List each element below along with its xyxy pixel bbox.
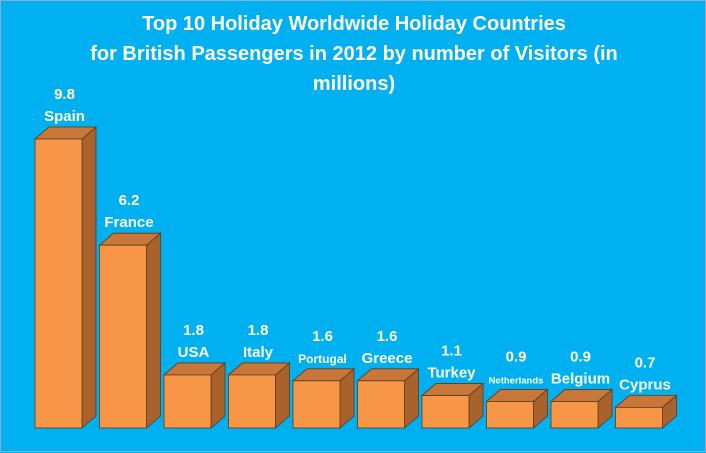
category-label-greece: Greece	[362, 350, 413, 367]
bar-belgium	[550, 401, 599, 429]
category-label-turkey: Turkey	[427, 365, 476, 382]
category-label-netherlands: Netherlands	[489, 375, 544, 386]
bar-turkey	[421, 395, 470, 429]
value-label-usa: 1.8	[183, 322, 204, 339]
category-label-portugal: Portugal	[298, 352, 347, 366]
bar-usa	[163, 374, 212, 429]
value-label-netherlands: 0.9	[506, 348, 527, 365]
chart-title: Top 10 Holiday Worldwide Holiday Countri…	[61, 9, 647, 99]
bar-side-spain	[81, 126, 97, 429]
category-label-belgium: Belgium	[551, 370, 610, 387]
value-label-portugal: 1.6	[312, 328, 333, 345]
value-label-italy: 1.8	[248, 322, 269, 339]
bar-portugal	[292, 380, 341, 429]
chart-title-line-1: Top 10 Holiday Worldwide Holiday Countri…	[142, 13, 566, 35]
category-label-spain: Spain	[44, 108, 85, 125]
bar-france	[99, 244, 147, 429]
value-label-france: 6.2	[119, 192, 140, 209]
bar-italy	[228, 374, 276, 429]
category-label-cyprus: Cyprus	[619, 376, 671, 393]
chart-title-line-3: millions)	[312, 73, 396, 95]
category-label-usa: USA	[178, 344, 210, 361]
bar-greece	[357, 380, 405, 429]
value-label-belgium: 0.9	[570, 348, 591, 365]
category-label-italy: Italy	[243, 344, 274, 361]
category-label-france: France	[104, 214, 153, 231]
value-label-spain: 9.8	[54, 86, 75, 103]
bar-netherlands	[486, 401, 534, 429]
bar-cyprus	[615, 406, 663, 429]
value-label-greece: 1.6	[377, 328, 398, 345]
bar-side-france	[146, 232, 161, 429]
chart-title-line-2: for British Passengers in 2012 by number…	[90, 43, 618, 65]
value-label-cyprus: 0.7	[635, 354, 656, 371]
value-label-turkey: 1.1	[441, 343, 462, 360]
bar-spain	[34, 138, 83, 429]
